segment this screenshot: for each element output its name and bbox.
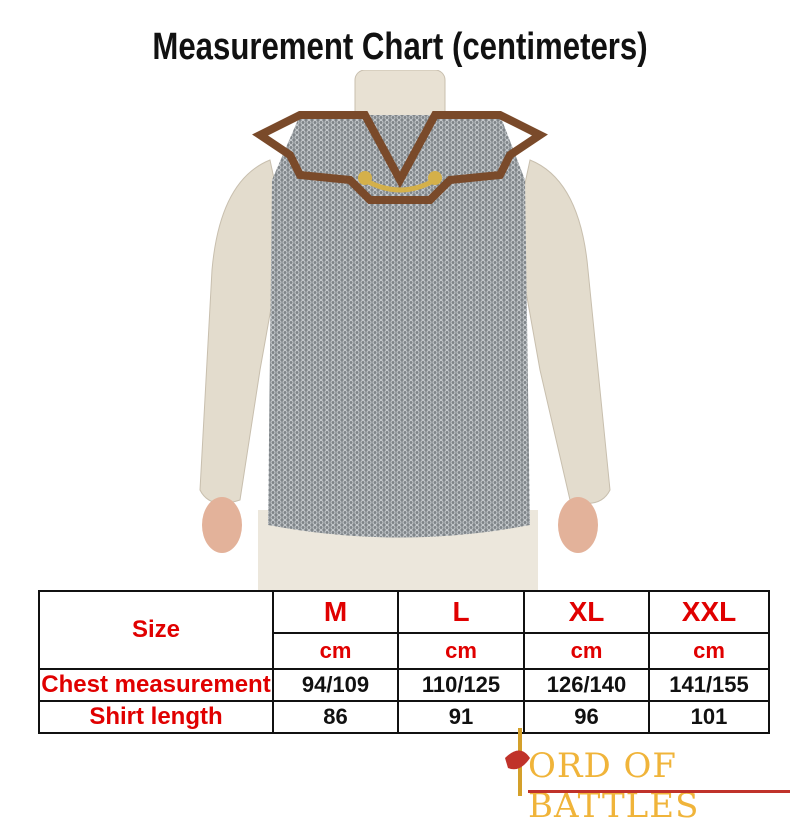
leather-shoulder-trim bbox=[252, 111, 548, 204]
size-xl: XL bbox=[523, 590, 650, 634]
logo-underline bbox=[528, 790, 790, 793]
dragon-icon bbox=[505, 750, 530, 770]
unit-cell: cm bbox=[397, 632, 525, 670]
unit-cell: cm bbox=[648, 632, 770, 670]
lord-of-battles-logo bbox=[505, 728, 530, 796]
size-m: M bbox=[272, 590, 399, 634]
value-cell: 141/155 bbox=[648, 668, 770, 702]
value-cell: 94/109 bbox=[272, 668, 399, 702]
unit-cell: cm bbox=[272, 632, 399, 670]
measurement-table: Size M L XL XXL cm cm cm cm Chest measur… bbox=[38, 590, 770, 734]
logo-text: ORD OF BATTLES bbox=[528, 746, 700, 826]
value-cell: 110/125 bbox=[397, 668, 525, 702]
table-row-chest: Chest measurement 94/109 110/125 126/140… bbox=[38, 668, 770, 702]
size-l: L bbox=[397, 590, 525, 634]
value-cell: 101 bbox=[648, 700, 770, 734]
unit-cell: cm bbox=[523, 632, 650, 670]
right-sleeve bbox=[514, 159, 611, 504]
row-label: Chest measurement bbox=[38, 668, 274, 702]
left-sleeve bbox=[199, 159, 286, 504]
left-hand bbox=[202, 497, 242, 553]
size-xxl: XXL bbox=[648, 590, 770, 634]
chart-title: Measurement Chart (centimeters) bbox=[152, 26, 648, 68]
right-hand bbox=[558, 497, 598, 553]
chainmail-product-photo bbox=[199, 70, 611, 590]
value-cell: 126/140 bbox=[523, 668, 650, 702]
chainmail-shirt bbox=[268, 115, 530, 538]
size-header: Size bbox=[38, 590, 274, 670]
value-cell: 96 bbox=[523, 700, 650, 734]
table-row-length: Shirt length 86 91 96 101 bbox=[38, 700, 770, 734]
value-cell: 91 bbox=[397, 700, 525, 734]
brass-chain bbox=[363, 177, 437, 193]
value-cell: 86 bbox=[272, 700, 399, 734]
row-label: Shirt length bbox=[38, 700, 274, 734]
